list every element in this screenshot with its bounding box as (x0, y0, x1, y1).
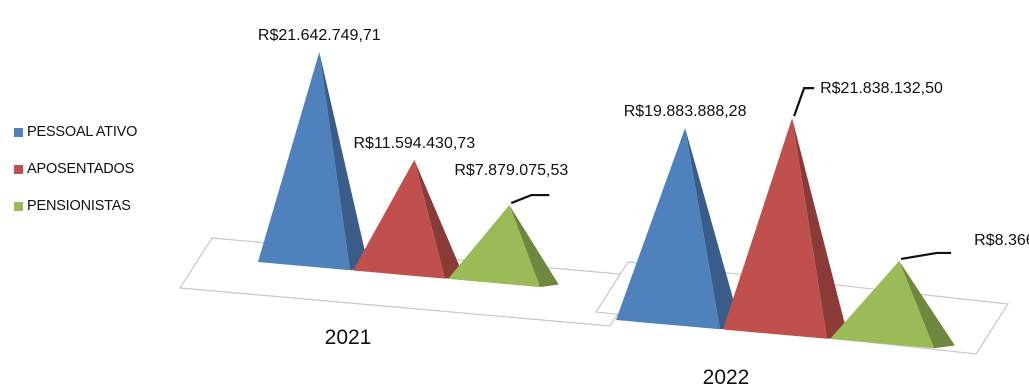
callout-line-pensionistas-2022 (900, 251, 952, 261)
category-label-2021: 2021 (325, 326, 372, 349)
pyramid-pessoal-ativo-2022 (616, 127, 741, 330)
pyramid-marks (258, 52, 955, 349)
pyramid-aposentados-2021-side (414, 159, 464, 279)
value-label-pensionistas-2021: R$7.879.075,53 (454, 162, 568, 179)
legend-label: PESSOAL ATIVO (27, 124, 138, 140)
pyramid-pessoal-ativo-2021-front (258, 52, 350, 271)
legend-label: APOSENTADOS (27, 161, 135, 177)
pyramid-aposentados-2022 (723, 118, 848, 339)
pyramid-pensionistas-2022-front (830, 260, 934, 349)
value-labels: R$21.642.749,71 R$11.594.430,73 R$7.879.07… (258, 27, 1029, 249)
pyramid-pensionistas-2021 (448, 205, 559, 288)
legend-swatch-aposentados (14, 164, 23, 174)
category-labels: 2021 2022 (325, 326, 750, 389)
pyramid-pessoal-ativo-2021-side (319, 52, 369, 271)
pyramid-pensionistas-2022 (830, 260, 955, 349)
pyramid-aposentados-2021-front (353, 159, 445, 279)
pyramid-aposentados-2022-side (792, 118, 848, 339)
pyramid-pessoal-ativo-2021 (258, 52, 369, 271)
pyramid-pensionistas-2021-side (509, 205, 559, 288)
callout-line-aposentados-2022 (793, 87, 815, 117)
callout-lines (510, 87, 952, 261)
value-label-pessoal-ativo-2021: R$21.642.749,71 (258, 27, 381, 44)
pyramid-aposentados-2021 (353, 159, 464, 279)
pyramid-pensionistas-2022-side (899, 260, 955, 349)
legend: PESSOAL ATIVO APOSENTADOS PENSIONISTAS (14, 122, 137, 233)
value-label-aposentados-2022: R$21.838.132,50 (820, 80, 943, 97)
pyramid-pensionistas-2021-front (448, 205, 540, 288)
category-label-2022: 2022 (703, 366, 750, 389)
legend-label: PENSIONISTAS (27, 198, 131, 214)
value-label-pessoal-ativo-2022: R$19.883.888,28 (624, 103, 747, 120)
pyramid-pessoal-ativo-2022-side (685, 127, 741, 330)
pyramid-aposentados-2022-front (723, 118, 827, 339)
value-label-pensionistas-2022: R$8.366.306,96 (974, 232, 1029, 249)
legend-swatch-pessoal-ativo (14, 127, 23, 137)
legend-swatch-pensionistas (14, 201, 23, 211)
legend-item-aposentados: APOSENTADOS (14, 159, 137, 179)
value-label-aposentados-2021: R$11.594.430,73 (354, 135, 476, 152)
legend-item-pessoal-ativo: PESSOAL ATIVO (14, 122, 137, 142)
callout-line-pensionistas-2021 (510, 193, 550, 205)
legend-item-pensionistas: PENSIONISTAS (14, 196, 137, 216)
pyramid-pessoal-ativo-2022-front (616, 127, 720, 330)
